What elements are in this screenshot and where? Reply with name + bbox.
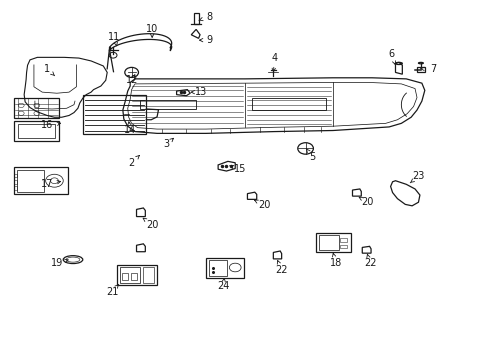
Bar bbox=[14, 180, 17, 184]
Text: 3: 3 bbox=[164, 139, 170, 149]
Bar bbox=[14, 121, 59, 140]
Text: 1: 1 bbox=[44, 64, 50, 74]
Text: 4: 4 bbox=[271, 53, 277, 63]
Text: 9: 9 bbox=[207, 35, 213, 45]
Text: 20: 20 bbox=[258, 200, 271, 210]
Text: 21: 21 bbox=[106, 287, 118, 297]
Text: 20: 20 bbox=[361, 197, 373, 207]
Bar bbox=[209, 260, 227, 276]
Text: 23: 23 bbox=[412, 171, 425, 181]
Text: 12: 12 bbox=[125, 75, 138, 85]
Bar bbox=[206, 258, 244, 278]
Bar bbox=[319, 235, 339, 250]
Bar bbox=[194, 13, 198, 24]
Bar bbox=[417, 67, 425, 72]
Bar bbox=[340, 238, 347, 242]
Bar bbox=[18, 124, 55, 138]
Bar bbox=[316, 233, 351, 252]
Bar bbox=[340, 244, 347, 248]
Text: 8: 8 bbox=[207, 12, 213, 22]
Text: 2: 2 bbox=[128, 158, 135, 168]
Text: 15: 15 bbox=[234, 164, 246, 174]
Bar bbox=[120, 267, 141, 283]
Text: 20: 20 bbox=[146, 220, 158, 230]
Bar bbox=[14, 174, 17, 177]
Text: 16: 16 bbox=[41, 121, 53, 130]
Text: 22: 22 bbox=[364, 258, 376, 268]
Bar bbox=[131, 273, 137, 280]
Text: 19: 19 bbox=[51, 258, 63, 268]
Text: 13: 13 bbox=[195, 87, 207, 97]
Bar bbox=[83, 95, 147, 134]
Bar bbox=[117, 265, 157, 285]
Text: 18: 18 bbox=[330, 258, 342, 268]
Bar bbox=[122, 273, 128, 280]
Bar bbox=[14, 98, 59, 118]
Bar bbox=[17, 170, 44, 192]
Bar bbox=[14, 167, 68, 194]
Text: 7: 7 bbox=[430, 64, 436, 74]
Text: 17: 17 bbox=[41, 179, 53, 189]
Text: 10: 10 bbox=[146, 24, 158, 35]
Text: 5: 5 bbox=[309, 152, 316, 162]
Text: 6: 6 bbox=[389, 49, 394, 59]
Text: 11: 11 bbox=[108, 32, 120, 41]
Text: 24: 24 bbox=[217, 281, 229, 291]
Bar bbox=[14, 186, 17, 190]
Text: 14: 14 bbox=[124, 125, 136, 135]
Text: 22: 22 bbox=[275, 265, 288, 275]
Bar bbox=[144, 267, 154, 283]
